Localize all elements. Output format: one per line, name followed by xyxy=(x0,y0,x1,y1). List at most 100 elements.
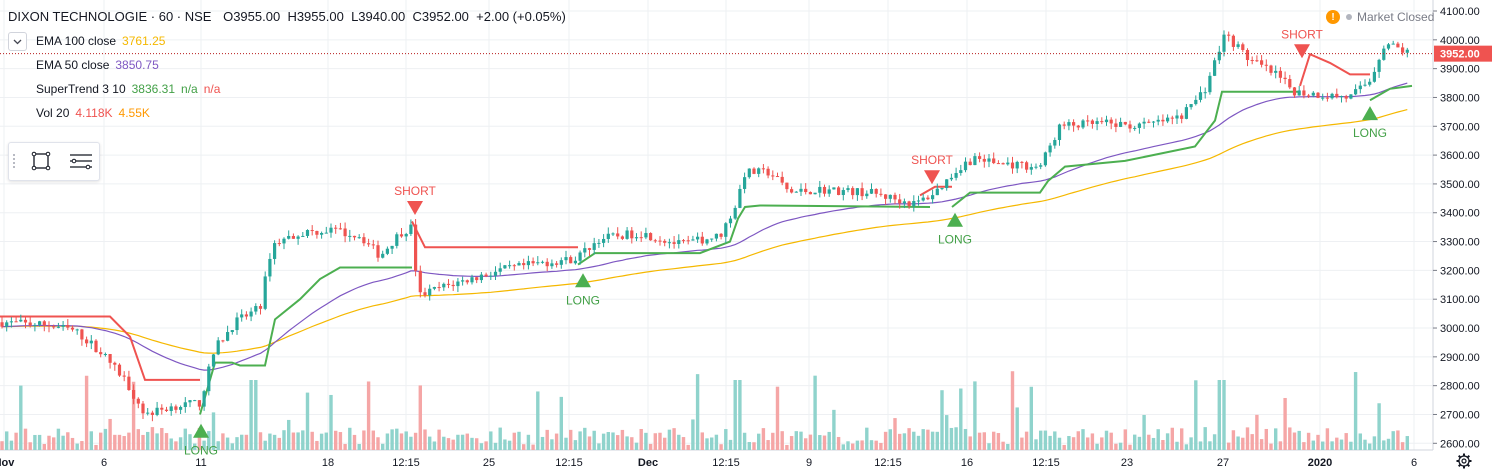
candle xyxy=(371,239,375,250)
candle xyxy=(127,370,131,391)
candle-body xyxy=(277,243,281,245)
chart-settings-button[interactable] xyxy=(1455,452,1473,470)
candle-body xyxy=(1386,44,1391,49)
volume-bar xyxy=(1241,437,1245,450)
indicator-ema50[interactable]: EMA 50 close 3850.75 xyxy=(36,58,159,72)
warning-icon[interactable]: ! xyxy=(1326,10,1340,24)
candle xyxy=(1170,115,1174,125)
volume-bar xyxy=(804,438,808,450)
candle xyxy=(418,265,422,298)
candle-body xyxy=(1349,94,1353,99)
candle xyxy=(851,186,855,200)
market-status[interactable]: ! Market Closed xyxy=(1326,10,1434,24)
candle xyxy=(973,153,977,166)
drag-handle[interactable] xyxy=(12,153,16,169)
candle xyxy=(606,227,610,243)
indicator-supertrend[interactable]: SuperTrend 3 10 3836.31 n/a n/a xyxy=(36,82,220,96)
symbol-row[interactable]: DIXON TECHNOLOGIE · 60 · NSE O3955.00 H3… xyxy=(8,9,566,24)
candle xyxy=(442,282,446,291)
candle-body xyxy=(1208,75,1212,93)
volume-bars xyxy=(0,371,1409,450)
volume-bar xyxy=(0,441,4,450)
candle-body xyxy=(240,314,244,318)
short-signal: SHORT xyxy=(394,184,437,216)
candle xyxy=(1194,95,1198,106)
supertrend-line xyxy=(577,204,931,266)
candle xyxy=(56,322,60,329)
candle-body xyxy=(780,176,784,183)
volume-bar xyxy=(89,431,93,450)
candle-body xyxy=(381,253,385,258)
volume-bar xyxy=(1368,443,1372,450)
volume-bar xyxy=(70,437,75,450)
candle-body xyxy=(409,224,413,234)
candle-body xyxy=(343,228,347,237)
candle-body xyxy=(1372,71,1376,82)
candle-body xyxy=(183,402,187,407)
volume-bar xyxy=(390,429,394,450)
candle-body xyxy=(691,239,695,241)
candle-body xyxy=(573,260,577,264)
volume-bar xyxy=(705,438,709,450)
candle-body xyxy=(860,188,864,197)
candle-body xyxy=(5,322,9,327)
candle-body xyxy=(235,317,239,331)
candle xyxy=(85,336,89,348)
price-axis-label: 3900.00 xyxy=(1440,64,1480,76)
drawing-toolbox[interactable] xyxy=(8,142,100,181)
volume-bar xyxy=(578,431,582,450)
volume-bar xyxy=(395,428,399,450)
candle xyxy=(1166,114,1170,124)
candle-body xyxy=(99,352,103,355)
volume-bar xyxy=(193,443,197,450)
candle-body xyxy=(461,280,465,282)
candle-body xyxy=(1161,119,1165,122)
volume-bar xyxy=(531,444,535,450)
symbol-title[interactable]: DIXON TECHNOLOGIE · 60 · NSE xyxy=(8,9,212,24)
candle xyxy=(5,320,9,332)
rectangle-tool-button[interactable] xyxy=(27,148,55,174)
indicator-ema100[interactable]: EMA 100 close 3761.25 xyxy=(36,34,165,48)
indicator-volume[interactable]: Vol 20 4.118K 4.55K xyxy=(36,106,150,120)
candle-body xyxy=(686,240,690,242)
candle xyxy=(799,183,803,196)
long-signal: LONG xyxy=(938,212,972,247)
volume-bar xyxy=(714,434,719,450)
candle-body xyxy=(1344,96,1348,99)
candle-body xyxy=(1119,121,1123,127)
volume-bar xyxy=(907,428,911,450)
candle-body xyxy=(315,230,319,235)
volume-bar xyxy=(381,443,385,450)
candle xyxy=(1278,67,1282,83)
candle-body xyxy=(1137,123,1141,128)
volume-bar xyxy=(80,441,84,450)
candle xyxy=(221,339,225,343)
candle-body xyxy=(752,168,756,174)
volume-bar xyxy=(1297,430,1301,450)
candle xyxy=(146,407,150,416)
legend-collapse-button[interactable] xyxy=(8,32,27,51)
candle-body xyxy=(569,257,573,264)
volume-bar xyxy=(611,432,615,450)
candle xyxy=(996,160,1000,165)
candle xyxy=(291,233,295,239)
candle xyxy=(1358,81,1362,94)
candle-body xyxy=(282,238,286,244)
candle-body xyxy=(987,158,991,162)
candle xyxy=(602,234,606,248)
candle xyxy=(1053,137,1057,149)
candle xyxy=(226,325,230,342)
candle-body xyxy=(959,170,963,173)
candle xyxy=(47,321,51,333)
lines-tool-button[interactable] xyxy=(67,148,95,174)
volume-bar xyxy=(710,437,714,450)
candle xyxy=(1377,58,1381,78)
candle-body xyxy=(1147,121,1151,123)
candle-body xyxy=(616,233,620,237)
candle xyxy=(564,250,568,265)
volume-bar xyxy=(1391,431,1395,450)
candle xyxy=(982,154,986,168)
candle-body xyxy=(0,322,4,327)
